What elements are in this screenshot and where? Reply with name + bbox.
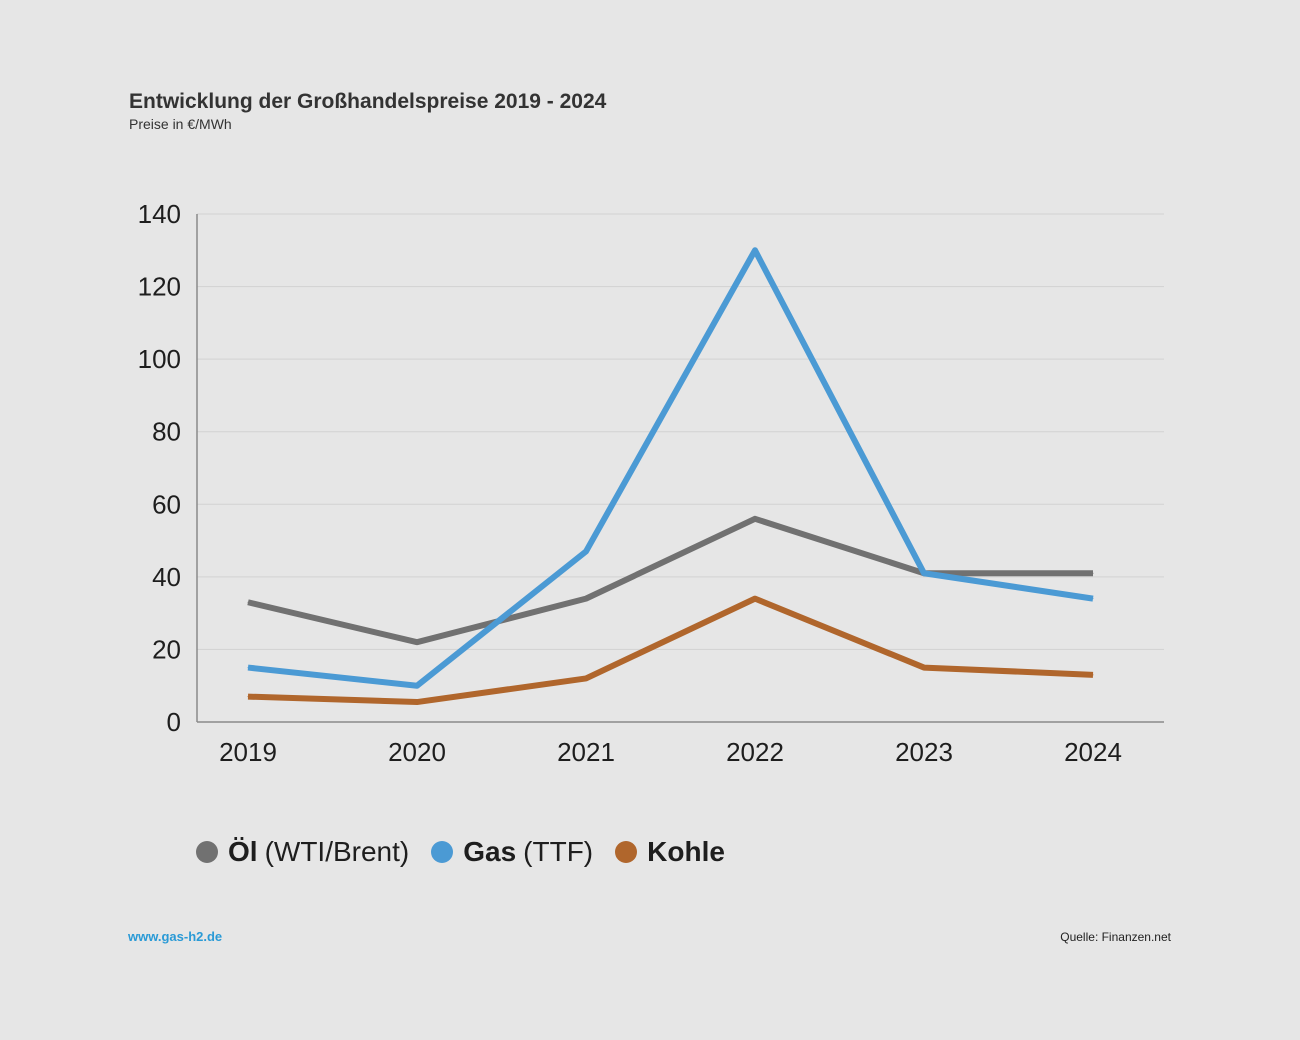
y-tick-label-40: 40 (152, 562, 181, 592)
chart-subtitle: Preise in €/MWh (129, 116, 232, 132)
data-point-kohle-2019 (247, 696, 249, 698)
data-point-gas-2023 (923, 572, 925, 574)
source-note: Quelle: Finanzen.net (1060, 930, 1171, 944)
data-point-öl-2020 (416, 641, 418, 643)
y-tick-label-120: 120 (138, 272, 181, 302)
data-point-öl-2022 (754, 518, 756, 520)
axes (196, 214, 1164, 723)
series-line-gas (247, 247, 1094, 689)
data-point-kohle-2022 (754, 598, 756, 600)
data-point-kohle-2023 (923, 667, 925, 669)
series-line-öl (247, 515, 1093, 646)
data-point-öl-2021 (585, 598, 587, 600)
series-line-kohle (247, 595, 1094, 706)
y-tick-label-140: 140 (138, 199, 181, 229)
y-tick-label-80: 80 (152, 417, 181, 447)
grid-lines (197, 213, 1164, 650)
y-tick-label-0: 0 (167, 707, 181, 737)
x-tick-label-2019: 2019 (219, 737, 277, 767)
tick-labels: 0 20 40 60 80 100 120 140 2019 2020 2021 2022 2023 20… (138, 199, 1122, 767)
data-point-öl-2024 (1092, 572, 1094, 574)
chart-title: Entwicklung der Großhandelspreise 2019 -… (129, 90, 607, 113)
data-point-kohle-2024 (1092, 674, 1094, 676)
data-point-gas-2024 (1092, 598, 1094, 600)
legend-dot-gas (431, 841, 454, 863)
x-tick-label-2024: 2024 (1064, 737, 1122, 767)
data-point-gas-2021 (585, 550, 587, 552)
legend-dot-coal (615, 841, 638, 863)
y-tick-label-20: 20 (152, 634, 181, 664)
legend-dot-oil (196, 841, 218, 863)
x-tick-label-2020: 2020 (388, 737, 446, 767)
data-point-gas-2022 (754, 249, 756, 251)
legend-label-coal: Kohle (647, 836, 725, 867)
data-point-kohle-2021 (585, 677, 587, 679)
legend: Öl (WTI/Brent) Gas (TTF) Kohle (196, 836, 754, 868)
data-point-kohle-2020 (416, 701, 418, 703)
data-point-gas-2020 (416, 685, 418, 687)
legend-item-coal: Kohle (615, 836, 732, 868)
x-tick-label-2022: 2022 (726, 737, 784, 767)
website-link[interactable]: www.gas-h2.de (128, 929, 223, 944)
legend-qualifier-gas: (TTF) (523, 836, 594, 867)
y-tick-label-60: 60 (152, 489, 181, 519)
x-tick-label-2023: 2023 (895, 737, 953, 767)
legend-item-gas: Gas (TTF) (431, 836, 593, 868)
x-tick-label-2021: 2021 (557, 737, 615, 767)
legend-qualifier-oil: (WTI/Brent) (264, 836, 410, 867)
data-point-öl-2019 (247, 601, 249, 603)
legend-label-oil: Öl (228, 836, 258, 867)
legend-item-oil: Öl (WTI/Brent) (196, 836, 409, 868)
y-tick-label-100: 100 (138, 344, 181, 374)
series-lines (247, 247, 1094, 706)
data-point-gas-2019 (247, 667, 249, 669)
legend-label-gas: Gas (463, 836, 517, 867)
